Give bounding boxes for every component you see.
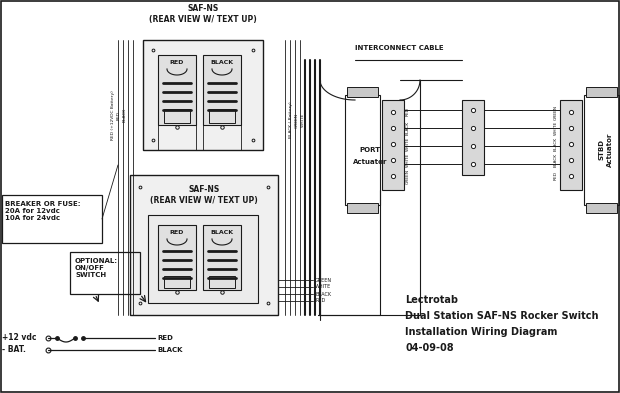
Text: WHITE: WHITE	[301, 113, 305, 127]
Text: RED: RED	[406, 108, 410, 116]
Bar	[143, 40, 263, 150]
Text: GREEN: GREEN	[315, 277, 332, 283]
Bar	[345, 95, 380, 205]
Bar	[164, 276, 190, 288]
Text: SAF-NS
(REAR VIEW W/ TEXT UP): SAF-NS (REAR VIEW W/ TEXT UP)	[149, 4, 257, 24]
Bar	[462, 100, 484, 175]
Text: BREAKER OR FUSE:
20A for 12vdc
10A for 24vdc: BREAKER OR FUSE: 20A for 12vdc 10A for 2…	[5, 201, 81, 221]
Text: BLACK: BLACK	[554, 137, 558, 151]
Text: SAF-NS
(REAR VIEW W/ TEXT UP): SAF-NS (REAR VIEW W/ TEXT UP)	[150, 185, 258, 205]
Text: BLACK: BLACK	[210, 61, 234, 66]
Text: Actuator: Actuator	[353, 159, 387, 165]
Bar	[203, 55, 241, 125]
Bar	[560, 100, 582, 190]
Text: Lectrotab: Lectrotab	[405, 295, 458, 305]
Text: BLACK (-Battery): BLACK (-Battery)	[289, 102, 293, 138]
Text: +12 vdc: +12 vdc	[2, 334, 37, 343]
Bar	[70, 252, 140, 294]
Bar	[584, 95, 619, 205]
Bar	[586, 203, 617, 213]
Bar	[347, 87, 378, 97]
Text: WHITE: WHITE	[406, 153, 410, 167]
Text: STBD: STBD	[598, 140, 604, 160]
Bar	[209, 109, 235, 123]
Text: GREEN: GREEN	[554, 105, 558, 119]
Text: BLACK: BLACK	[210, 231, 234, 235]
Text: WHITE: WHITE	[406, 137, 410, 151]
Text: BLACK: BLACK	[123, 108, 127, 122]
Text: Dual Station SAF-NS Rocker Switch: Dual Station SAF-NS Rocker Switch	[405, 311, 598, 321]
Text: BLACK: BLACK	[554, 153, 558, 167]
Text: WHITE: WHITE	[554, 121, 558, 135]
Text: PORT: PORT	[360, 147, 381, 153]
Text: OPTIONAL:
ON/OFF
SWITCH: OPTIONAL: ON/OFF SWITCH	[75, 258, 118, 278]
Text: - BAT.: - BAT.	[2, 345, 26, 354]
Text: Actuator: Actuator	[607, 133, 613, 167]
Text: 04-09-08: 04-09-08	[405, 343, 454, 353]
Bar	[158, 55, 196, 125]
Text: RED: RED	[554, 171, 558, 180]
Bar	[209, 276, 235, 288]
Text: GREEN: GREEN	[295, 112, 299, 128]
Text: RED: RED	[170, 231, 184, 235]
Text: RED: RED	[170, 61, 184, 66]
Text: BLACK: BLACK	[315, 292, 331, 296]
Text: BLACK: BLACK	[406, 121, 410, 135]
Text: GREEN: GREEN	[406, 169, 410, 184]
Bar	[203, 225, 241, 290]
Text: WHITE: WHITE	[315, 285, 331, 290]
Text: INTERCONNECT CABLE: INTERCONNECT CABLE	[355, 45, 444, 51]
Bar	[2, 195, 102, 243]
Text: RED: RED	[157, 335, 173, 341]
Text: BLACK: BLACK	[157, 347, 182, 353]
Bar	[158, 225, 196, 290]
Text: RED: RED	[117, 110, 121, 119]
Text: Installation Wiring Diagram: Installation Wiring Diagram	[405, 327, 557, 337]
Text: RED: RED	[315, 299, 326, 303]
Text: RED (+12VDC Battery): RED (+12VDC Battery)	[111, 90, 115, 140]
Bar	[586, 87, 617, 97]
Bar	[164, 109, 190, 123]
Bar	[148, 215, 258, 303]
Bar	[347, 203, 378, 213]
Bar	[130, 175, 278, 315]
Bar	[382, 100, 404, 190]
